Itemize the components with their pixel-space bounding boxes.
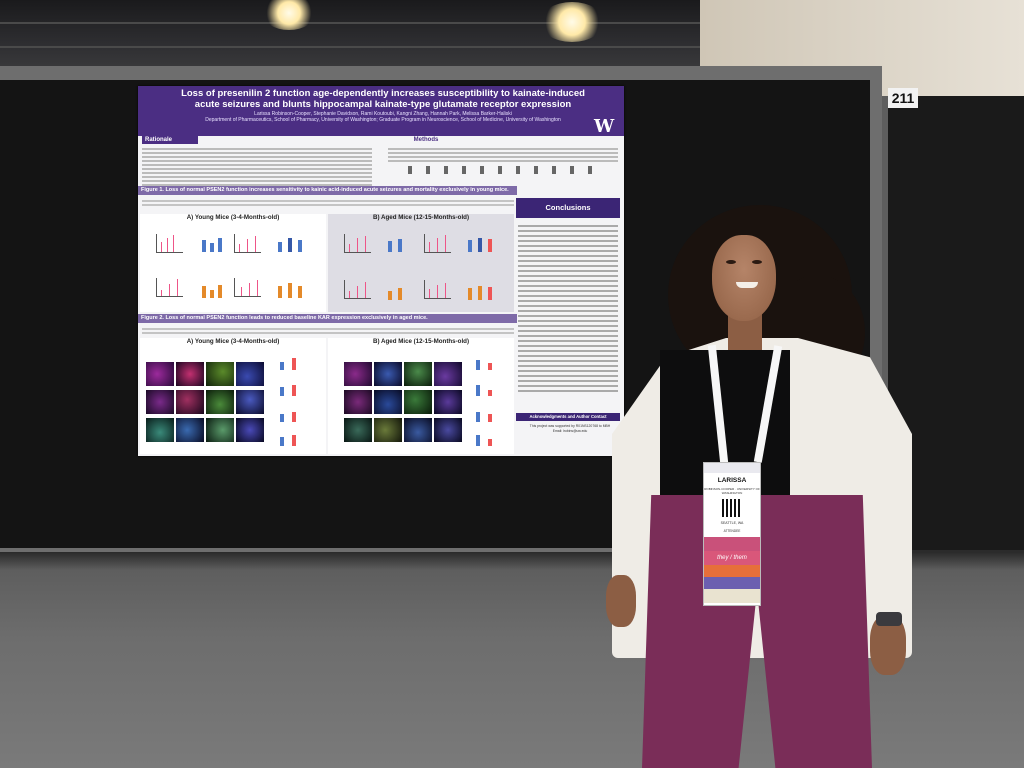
badge-role: ATTENDEE <box>723 529 741 533</box>
eye <box>726 260 736 264</box>
microscopy-image <box>236 362 264 386</box>
panel-aged-label: B) Aged Mice (12-15-Months-old) <box>372 214 470 221</box>
bar-plot <box>384 236 414 252</box>
smile <box>736 282 758 288</box>
microscopy-image <box>176 362 204 386</box>
panel-young-label: A) Young Mice (3-4-Months-old) <box>186 214 280 221</box>
microscopy-image <box>434 418 462 442</box>
microscopy-image <box>374 390 402 414</box>
ceiling-truss <box>0 46 700 48</box>
poster-authors: Larissa Robinson-Cooper, Stephanie David… <box>168 111 598 123</box>
contact-email: Email: lrobins@uw.edu <box>552 429 588 433</box>
microscopy-image <box>374 362 402 386</box>
research-poster: Loss of presenilin 2 function age-depend… <box>138 86 624 456</box>
microscopy-image <box>236 390 264 414</box>
microscopy-image <box>374 418 402 442</box>
figure2-caption <box>142 326 514 336</box>
figure1-panel-young: A) Young Mice (3-4-Months-old) <box>140 214 326 312</box>
booth-number-sign: 211 <box>888 88 918 108</box>
survival-plot <box>234 278 261 297</box>
smartwatch <box>876 612 902 626</box>
survival-plot <box>234 234 261 253</box>
rationale-heading: Rationale <box>142 136 198 144</box>
badge-org: ROBINSON-COOPER · UNIVERSITY OF WASHINGT… <box>704 487 760 495</box>
microscopy-image <box>176 390 204 414</box>
badge-name: LARISSA <box>717 477 747 484</box>
microscopy-image <box>344 418 372 442</box>
badge-ribbon <box>704 577 760 589</box>
poster-affiliations: Department of Pharmaceutics, School of P… <box>205 117 561 123</box>
ceiling-truss <box>0 22 700 24</box>
survival-plot <box>424 280 451 299</box>
figure1-caption <box>142 198 514 212</box>
acknowledgments-heading: Acknowledgments and Author Contact <box>516 413 620 421</box>
acknowledgments-text: This project was supported by R01NS12076… <box>522 424 618 434</box>
figure2-title: Figure 2. Loss of normal PSEN2 function … <box>138 314 517 323</box>
methods-heading: Methods <box>413 137 439 143</box>
microscopy-image <box>146 390 174 414</box>
rationale-text <box>142 146 372 188</box>
bar-plot <box>198 282 228 298</box>
microscopy-image <box>434 362 462 386</box>
name-badge: LARISSA ROBINSON-COOPER · UNIVERSITY OF … <box>703 462 761 606</box>
badge-location: SEATTLE, WA <box>720 521 744 525</box>
ceiling-light <box>540 2 604 42</box>
microscopy-image <box>344 390 372 414</box>
figure1-panel-aged: B) Aged Mice (12-15-Months-old) <box>328 214 514 312</box>
funding-text: This project was supported by R01NS12076… <box>529 424 611 428</box>
pronoun-ribbon <box>704 537 760 551</box>
microscopy-image <box>146 418 174 442</box>
microscopy-image <box>404 418 432 442</box>
ceiling-light <box>262 0 316 30</box>
bar-plot <box>198 236 228 252</box>
survival-plot <box>344 280 371 299</box>
poster-header: Loss of presenilin 2 function age-depend… <box>138 86 624 137</box>
face <box>712 235 776 321</box>
microscopy-image <box>206 390 234 414</box>
poster-title: Loss of presenilin 2 function age-depend… <box>181 88 585 110</box>
methods-text <box>388 146 618 186</box>
bar-plot <box>384 284 414 300</box>
microscopy-image <box>176 418 204 442</box>
conclusions-text <box>518 222 618 402</box>
microscopy-image <box>434 390 462 414</box>
panel-young-label: A) Young Mice (3-4-Months-old) <box>186 338 280 345</box>
microscopy-image <box>236 418 264 442</box>
conclusions-heading: Conclusions <box>516 198 620 218</box>
badge-ribbon <box>704 565 760 577</box>
microscopy-image <box>206 362 234 386</box>
badge-ribbon <box>704 589 760 603</box>
pronoun-ribbon-text: they / them <box>704 551 760 565</box>
microscopy-image <box>404 390 432 414</box>
microscopy-image <box>344 362 372 386</box>
bar-plot <box>464 284 508 300</box>
badge-qr-code <box>722 499 740 517</box>
bar-plot <box>274 282 314 298</box>
survival-plot <box>344 234 371 253</box>
kar-bar-plots <box>272 354 320 450</box>
survival-plot <box>156 278 183 297</box>
bar-plot <box>464 236 508 252</box>
panel-aged-label: B) Aged Mice (12-15-Months-old) <box>372 338 470 345</box>
bar-plot <box>274 236 314 252</box>
microscopy-image <box>206 418 234 442</box>
figure1-title: Figure 1. Loss of normal PSEN2 function … <box>138 186 517 195</box>
badge-header <box>704 463 760 473</box>
kar-bar-plots <box>468 354 512 450</box>
left-hand <box>606 575 636 627</box>
university-logo: W <box>594 116 615 137</box>
eye <box>752 260 762 264</box>
microscopy-image <box>404 362 432 386</box>
survival-plot <box>156 234 183 253</box>
poster-author-list: Larissa Robinson-Cooper, Stephanie David… <box>254 111 512 117</box>
microscopy-image <box>146 362 174 386</box>
survival-plot <box>424 234 451 253</box>
